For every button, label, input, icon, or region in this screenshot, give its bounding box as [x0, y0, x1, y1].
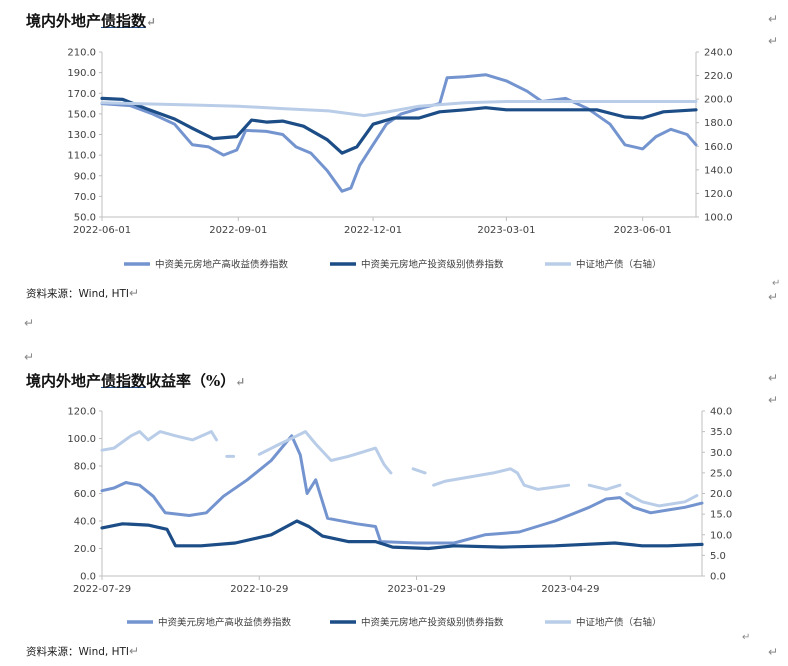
return-mark: ↵ — [128, 644, 140, 658]
y-right-tick-label: 40.0 — [710, 407, 732, 418]
chart1-source: 资料来源：Wind, HTI↵ — [26, 286, 139, 301]
y-left-tick-label: 70.0 — [74, 192, 96, 203]
return-mark: ↵ — [235, 375, 246, 389]
series-line-3 — [625, 492, 699, 508]
y-right-tick-label: 240.0 — [704, 48, 733, 59]
x-tick-label: 2022-06-01 — [73, 225, 131, 236]
return-mark: ↵ — [768, 34, 779, 48]
x-tick-label: 2022-10-29 — [230, 584, 288, 595]
return-mark: ↵ — [146, 15, 157, 29]
return-mark: ↵ — [128, 286, 140, 300]
return-mark: ↵ — [24, 350, 35, 364]
return-mark: ↵ — [768, 371, 779, 385]
chart2-source: 资料来源：Wind, HTI↵ — [26, 644, 139, 659]
x-tick-label: 2022-07-29 — [73, 584, 131, 595]
chart2-title-suffix: 收益率（%） — [146, 372, 236, 390]
y-right-tick-label: 20.0 — [710, 489, 732, 500]
y-left-tick-label: 110.0 — [67, 151, 96, 162]
return-mark: ↵ — [768, 12, 779, 26]
chart2-title-plain: 境内外地产 — [26, 372, 102, 390]
legend-label-2: 中资美元房地产投资级别债券指数 — [361, 617, 504, 629]
legend-label-1: 中资美元房地产高收益债券指数 — [155, 259, 289, 271]
y-right-tick-label: 100.0 — [704, 213, 733, 224]
y-left-tick-label: 20.0 — [74, 544, 96, 555]
series-line-1 — [100, 434, 704, 545]
x-tick-label: 2023-04-29 — [541, 584, 599, 595]
x-tick-label: 2022-09-01 — [209, 225, 267, 236]
series-line-3 — [100, 430, 218, 452]
return-mark: ↵ — [768, 393, 779, 407]
series-line-3 — [587, 483, 622, 491]
series-line-3 — [432, 467, 571, 491]
series-line-1 — [100, 73, 698, 193]
y-right-tick-label: 10.0 — [710, 530, 732, 541]
series-line-2 — [100, 519, 704, 551]
y-right-tick-label: 180.0 — [704, 118, 733, 129]
y-left-tick-label: 100.0 — [67, 434, 96, 445]
y-right-tick-label: 220.0 — [704, 71, 733, 82]
y-left-tick-label: 120.0 — [67, 407, 96, 418]
y-right-tick-label: 140.0 — [704, 165, 733, 176]
return-mark: ↵ — [772, 278, 781, 289]
y-left-tick-label: 150.0 — [67, 109, 96, 120]
x-tick-label: 2022-12-01 — [344, 225, 402, 236]
y-right-tick-label: 35.0 — [710, 427, 732, 438]
chart1-svg: 50.0 70.0 90.0 110.0 130.0 150.0 170.0 190.0 210… — [67, 48, 733, 271]
legend-label-3: 中证地产债（右轴） — [576, 259, 662, 271]
y-left-tick-label: 40.0 — [74, 517, 96, 528]
y-right-tick-label: 30.0 — [710, 448, 732, 459]
y-left-tick-label: 60.0 — [74, 489, 96, 500]
return-mark: ↵ — [24, 316, 35, 330]
return-mark: ↵ — [768, 290, 779, 304]
y-right-tick-label: 200.0 — [704, 95, 733, 106]
y-left-tick-label: 80.0 — [74, 462, 96, 473]
y-left-tick-label: 130.0 — [67, 130, 96, 141]
y-left-tick-label: 210.0 — [67, 48, 96, 59]
y-right-tick-label: 120.0 — [704, 189, 733, 200]
chart2-svg: 0.0 20.0 40.0 60.0 80.0 100.0 120.0 0.0 5.0 10.0 1… — [67, 407, 732, 629]
series-line-3 — [257, 430, 393, 475]
x-tick-label: 2023-03-01 — [477, 225, 535, 236]
return-mark: ↵ — [768, 645, 779, 659]
y-right-tick-label: 160.0 — [704, 142, 733, 153]
y-right-tick-label: 5.0 — [710, 551, 726, 562]
y-left-tick-label: 0.0 — [80, 572, 96, 583]
y-left-tick-label: 90.0 — [74, 171, 96, 182]
chart1-title-underlined: 债指数 — [101, 12, 147, 30]
y-right-tick-label: 0.0 — [710, 572, 726, 583]
chart1-title-plain: 境内外地产 — [26, 12, 102, 30]
series-line-3 — [411, 467, 427, 475]
legend-label-2: 中资美元房地产投资级别债券指数 — [361, 259, 504, 271]
chart2-source-text: 资料来源：Wind, HTI — [26, 646, 129, 658]
y-right-tick-label: 15.0 — [710, 510, 732, 521]
chart2-title-underlined: 债指数 — [101, 372, 147, 390]
chart2-title: 境内外地产债指数收益率（%）↵ — [26, 370, 245, 391]
x-tick-label: 2023-06-01 — [614, 225, 672, 236]
series-line-2 — [100, 96, 698, 155]
y-right-tick-label: 25.0 — [710, 468, 732, 479]
legend-label-3: 中证地产债（右轴） — [576, 617, 662, 629]
chart1-title: 境内外地产债指数↵ — [26, 10, 156, 31]
y-left-tick-label: 190.0 — [67, 68, 96, 79]
y-left-tick-label: 50.0 — [74, 213, 96, 224]
series-line-3 — [100, 100, 698, 118]
legend-label-1: 中资美元房地产高收益债券指数 — [158, 617, 292, 629]
x-tick-label: 2023-01-29 — [387, 584, 445, 595]
chart1-source-text: 资料来源：Wind, HTI — [26, 288, 129, 300]
y-left-tick-label: 170.0 — [67, 89, 96, 100]
return-mark: ↵ — [742, 632, 751, 643]
